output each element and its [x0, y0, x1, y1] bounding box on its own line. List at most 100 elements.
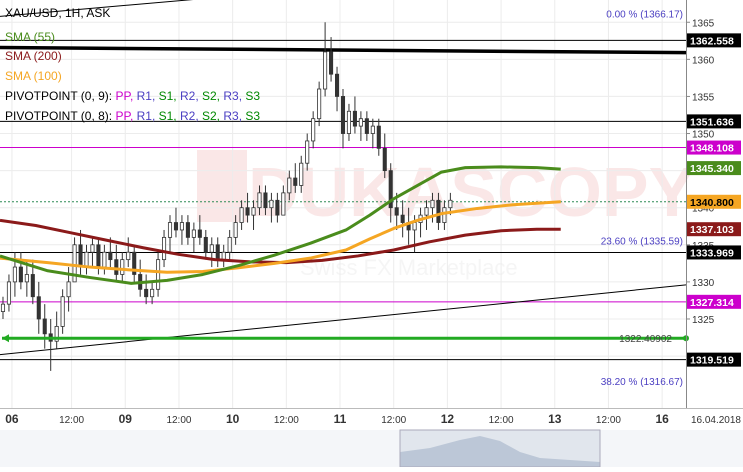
candle: [185, 215, 190, 245]
watermark-text: DUKASCOPY: [248, 153, 695, 231]
candle: [388, 163, 393, 223]
price-label-text: 1345.340: [690, 163, 734, 175]
legend-pivot1-items: PP, R1, S1, R2, S2, R3, S3: [115, 89, 260, 103]
candle: [281, 185, 286, 216]
price-label-box: [687, 33, 741, 48]
candle-body: [364, 118, 369, 134]
candle-body: [269, 199, 274, 209]
candle-body: [132, 251, 137, 275]
candle-body: [257, 192, 262, 209]
candle-body: [245, 207, 250, 216]
candle-body: [185, 222, 190, 238]
legend-pivot1[interactable]: PIVOTPOINT (0, 9): PP, R1, S1, R2, S2, R…: [5, 89, 260, 103]
candle: [251, 200, 256, 230]
price-label-box: [687, 161, 741, 176]
price-label-box: [687, 222, 741, 237]
x-axis-tick-label: 13: [548, 412, 562, 426]
price-label-box: [687, 140, 741, 155]
candle: [245, 192, 250, 223]
candle-body: [227, 236, 232, 253]
price-label: 1362.558: [687, 33, 741, 48]
y-axis-tick-label: 1340: [692, 204, 715, 215]
x-axis-tick-label: 06: [5, 412, 19, 426]
candle-body: [323, 51, 328, 90]
x-axis-tick-label: 12:00: [166, 415, 191, 426]
price-label-box: [687, 194, 741, 209]
legend-pivot2[interactable]: PIVOTPOINT (0, 8): PP, R1, S1, R2, S2, R…: [5, 109, 260, 123]
candle: [299, 155, 304, 193]
fib-labels: 0.00 % (1366.17) 23.60 % (1335.59) 38.20 %…: [601, 10, 683, 388]
candle-body: [209, 244, 214, 253]
fib-level-label: 38.20 % (1316.67): [601, 377, 683, 388]
legend-sma55[interactable]: SMA (55): [5, 30, 56, 44]
candle-body: [96, 244, 101, 268]
candle-body: [144, 288, 149, 298]
candle-body: [221, 251, 226, 261]
candle-body: [281, 192, 286, 216]
fib-level-label: 0.00 % (1366.17): [606, 10, 683, 21]
candle-body: [340, 96, 346, 134]
price-label-box: [687, 245, 741, 260]
candle-body: [126, 251, 131, 261]
candle: [227, 229, 232, 260]
candle-body: [162, 236, 167, 261]
x-axis-tick-label: 12: [441, 412, 455, 426]
candle-body: [311, 118, 316, 142]
candle: [275, 192, 280, 223]
candle-body: [305, 140, 310, 164]
price-label: 1348.108: [687, 140, 741, 155]
candle: [120, 252, 125, 282]
candle-body: [424, 207, 429, 216]
candle-body: [150, 288, 155, 298]
candle: [334, 66, 340, 112]
candle: [424, 200, 429, 230]
candle-body: [156, 259, 161, 290]
candle: [346, 103, 352, 141]
y-axis-tick-label: 1325: [692, 315, 715, 326]
candle-body: [84, 251, 89, 268]
legend-pivot-item: R3,: [220, 89, 243, 103]
x-axis-tick-label: 12:00: [596, 415, 621, 426]
price-label: 1327.314: [687, 294, 741, 309]
candle: [329, 37, 334, 82]
x-axis-tick-label: 12:00: [59, 415, 84, 426]
candle-body: [6, 281, 11, 305]
candle: [376, 118, 381, 156]
candle-body: [167, 222, 173, 238]
price-label-text: 1319.519: [690, 355, 734, 367]
candle-body: [0, 303, 6, 312]
candle-body: [436, 199, 441, 223]
legend-pivot-item: PP,: [115, 89, 134, 103]
candle-body: [173, 222, 179, 231]
x-axis-tick-label: 12:00: [489, 415, 514, 426]
candle-body: [239, 207, 244, 223]
candle: [90, 237, 95, 268]
candle-body: [334, 73, 340, 97]
candle-body: [412, 222, 417, 231]
price-label-text: 1362.558: [690, 35, 734, 47]
x-axis-tick-label: 11: [334, 412, 347, 426]
candle-body: [102, 251, 107, 268]
candle: [269, 192, 274, 223]
legend-pivot-item: S1,: [155, 109, 177, 123]
legend-sma200[interactable]: SMA (200): [5, 49, 62, 63]
candle: [42, 304, 47, 349]
candle-body: [18, 266, 23, 283]
candle: [0, 296, 6, 319]
legend-sma100[interactable]: SMA (100): [5, 69, 62, 83]
y-axis-tick-label: 1355: [692, 92, 715, 103]
chart-title: XAU/USD, 1H, ASK: [5, 6, 111, 20]
candle: [54, 311, 59, 349]
candle: [167, 215, 173, 253]
x-axis-tick-label: 12:00: [381, 415, 406, 426]
candle-body: [114, 259, 119, 275]
trend-line: [0, 0, 194, 17]
candle-body: [370, 125, 375, 134]
candle-body: [179, 222, 184, 231]
sma100-line: [0, 200, 561, 274]
candle-body: [60, 296, 65, 327]
support-line-arrow: [2, 334, 9, 343]
watermark: DUKASCOPY Swiss FX Marketplace: [197, 150, 695, 280]
candle: [263, 185, 268, 216]
